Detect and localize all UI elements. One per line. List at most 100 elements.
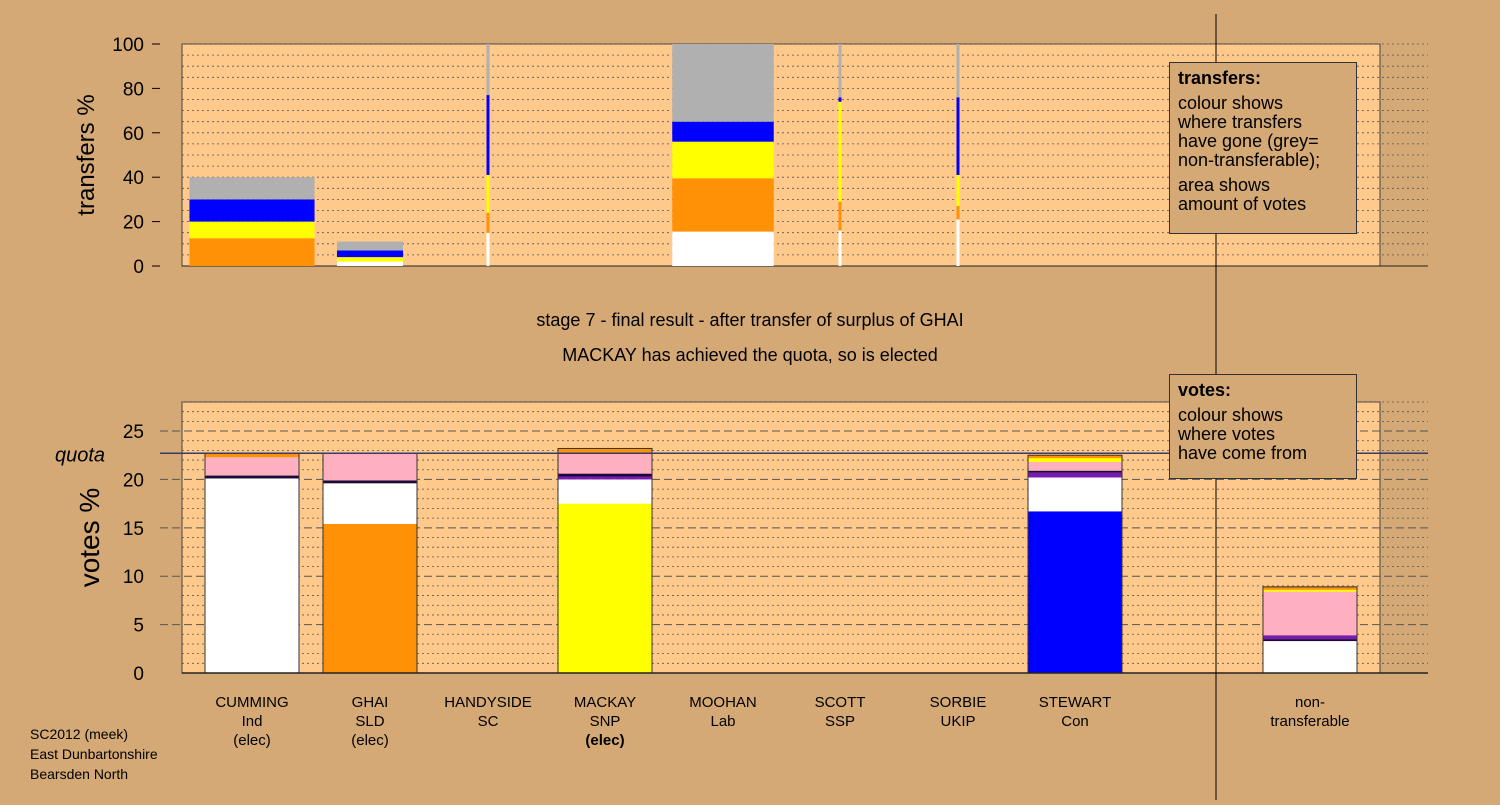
transfer-bar-segment: [189, 221, 315, 239]
vote-bar-segment: [1028, 472, 1122, 478]
transfer-bar-segment: [189, 177, 315, 200]
transfer-bar-segment: [486, 212, 490, 233]
candidate-party-label: SLD: [355, 713, 384, 730]
transfer-bar-segment: [336, 261, 404, 266]
vote-bar-segment: [1028, 458, 1122, 463]
candidate-name-label: SCOTT: [815, 694, 866, 711]
transfers-ytick-label: 40: [123, 168, 144, 189]
transfer-bar-segment: [672, 231, 774, 266]
vote-bar-segment: [558, 479, 652, 504]
votes-legend-line: where votes: [1178, 424, 1276, 444]
transfer-bar-segment: [956, 219, 960, 266]
transfers-ytick-label: 0: [133, 257, 144, 278]
candidate-party-label: Lab: [710, 713, 735, 730]
transfer-bar-segment: [672, 141, 774, 179]
vote-bar-segment: [205, 457, 299, 476]
vote-bar-segment: [1028, 455, 1122, 459]
transfer-bar-segment: [956, 206, 960, 220]
vote-bar-segment: [1028, 511, 1122, 673]
vote-bar-segment: [1028, 462, 1122, 471]
candidate-status-label: (elec): [585, 732, 624, 749]
transfer-bar-segment: [336, 241, 404, 251]
candidate-name-label: SORBIE: [930, 694, 987, 711]
transfers-ytick-label: 20: [123, 213, 144, 234]
vote-bar-segment: [558, 503, 652, 673]
candidate-party-label: UKIP: [940, 713, 975, 730]
transfer-bar-segment: [189, 238, 315, 266]
vote-bar-segment: [558, 473, 652, 477]
transfers-legend-line: amount of votes: [1178, 194, 1307, 214]
transfer-bar-segment: [838, 230, 842, 266]
votes-ytick-label: 15: [123, 519, 144, 540]
vote-bar-segment: [558, 476, 652, 480]
transfer-bar-segment: [486, 232, 490, 266]
vote-bar-segment: [1263, 635, 1357, 640]
candidate-party-label: SNP: [590, 713, 621, 730]
candidate-party-label: SC: [478, 713, 499, 730]
transfers-legend: transfers: colour shows where transfers …: [1169, 62, 1357, 234]
votes-ytick-label: 10: [123, 567, 144, 588]
vote-bar-segment: [205, 453, 299, 458]
transfers-ytick-label: 80: [123, 79, 144, 100]
votes-legend-line: have come from: [1178, 443, 1308, 463]
vote-bar-segment: [323, 453, 417, 481]
vote-bar-segment: [323, 483, 417, 524]
transfer-bar-segment: [838, 201, 842, 231]
vote-bar-segment: [558, 453, 652, 474]
vote-bar-segment: [323, 523, 417, 673]
candidate-party-label: Ind: [242, 713, 263, 730]
votes-ylabel: votes %: [74, 488, 105, 588]
transfer-bar-segment: [838, 44, 842, 98]
candidate-name-label: MACKAY: [574, 694, 636, 711]
transfer-bar-segment: [956, 97, 960, 175]
vote-bar-segment: [323, 480, 417, 484]
transfer-bar-segment: [486, 174, 490, 213]
vote-bar-segment: [1263, 591, 1357, 636]
footer: SC2012 (meek) East Dunbartonshire Bearsd…: [30, 724, 158, 784]
transfer-bar-segment: [672, 44, 774, 122]
transfers-legend-line: where transfers: [1178, 112, 1303, 132]
candidate-name-label: STEWART: [1039, 694, 1112, 711]
votes-legend: votes: colour shows where votes have com…: [1169, 374, 1357, 479]
candidate-name-label: GHAI: [352, 694, 389, 711]
transfer-bar-segment: [486, 95, 490, 175]
transfer-bar-segment: [838, 101, 842, 202]
transfer-bar-segment: [956, 174, 960, 207]
transfer-bar-segment: [956, 44, 960, 98]
transfers-ytick-label: 60: [123, 124, 144, 145]
transfer-bar-segment: [336, 257, 404, 262]
quota-label: quota: [55, 444, 105, 466]
transfers-legend-line: non-transferable);: [1178, 150, 1321, 170]
status-caption: MACKAY has achieved the quota, so is ele…: [562, 345, 938, 365]
transfer-bar-segment: [838, 97, 842, 102]
transfers-ylabel: transfers %: [73, 94, 100, 215]
candidate-name-label: non-: [1295, 694, 1325, 711]
candidate-party-label: Con: [1061, 713, 1089, 730]
candidate-status-label: (elec): [233, 732, 271, 749]
footer-line: Bearsden North: [30, 766, 129, 782]
votes-legend-title: votes:: [1178, 380, 1232, 400]
transfers-legend-line: area shows: [1178, 175, 1271, 195]
vote-bar-segment: [205, 475, 299, 479]
transfers-legend-title: transfers:: [1178, 68, 1262, 88]
transfer-bar-segment: [672, 178, 774, 232]
transfers-ytick-label: 100: [112, 35, 144, 56]
vote-bar-segment: [1263, 589, 1357, 592]
vote-bar-segment: [1263, 586, 1357, 590]
vote-bar-segment: [1263, 639, 1357, 642]
votes-ytick-label: 20: [123, 470, 144, 491]
candidate-status-label: (elec): [351, 732, 389, 749]
vote-bar-segment: [1263, 641, 1357, 673]
footer-line: SC2012 (meek): [30, 726, 129, 742]
vote-bar-segment: [558, 448, 652, 454]
transfer-bar-segment: [486, 44, 490, 96]
votes-ytick-label: 25: [123, 422, 144, 443]
vote-bar-segment: [1028, 470, 1122, 473]
candidate-name-label: CUMMING: [215, 694, 288, 711]
vote-bar-segment: [1028, 477, 1122, 512]
footer-line: East Dunbartonshire: [30, 746, 158, 762]
candidate-party-label: transferable: [1270, 713, 1349, 730]
transfer-bar-segment: [189, 199, 315, 222]
candidate-name-label: MOOHAN: [689, 694, 757, 711]
